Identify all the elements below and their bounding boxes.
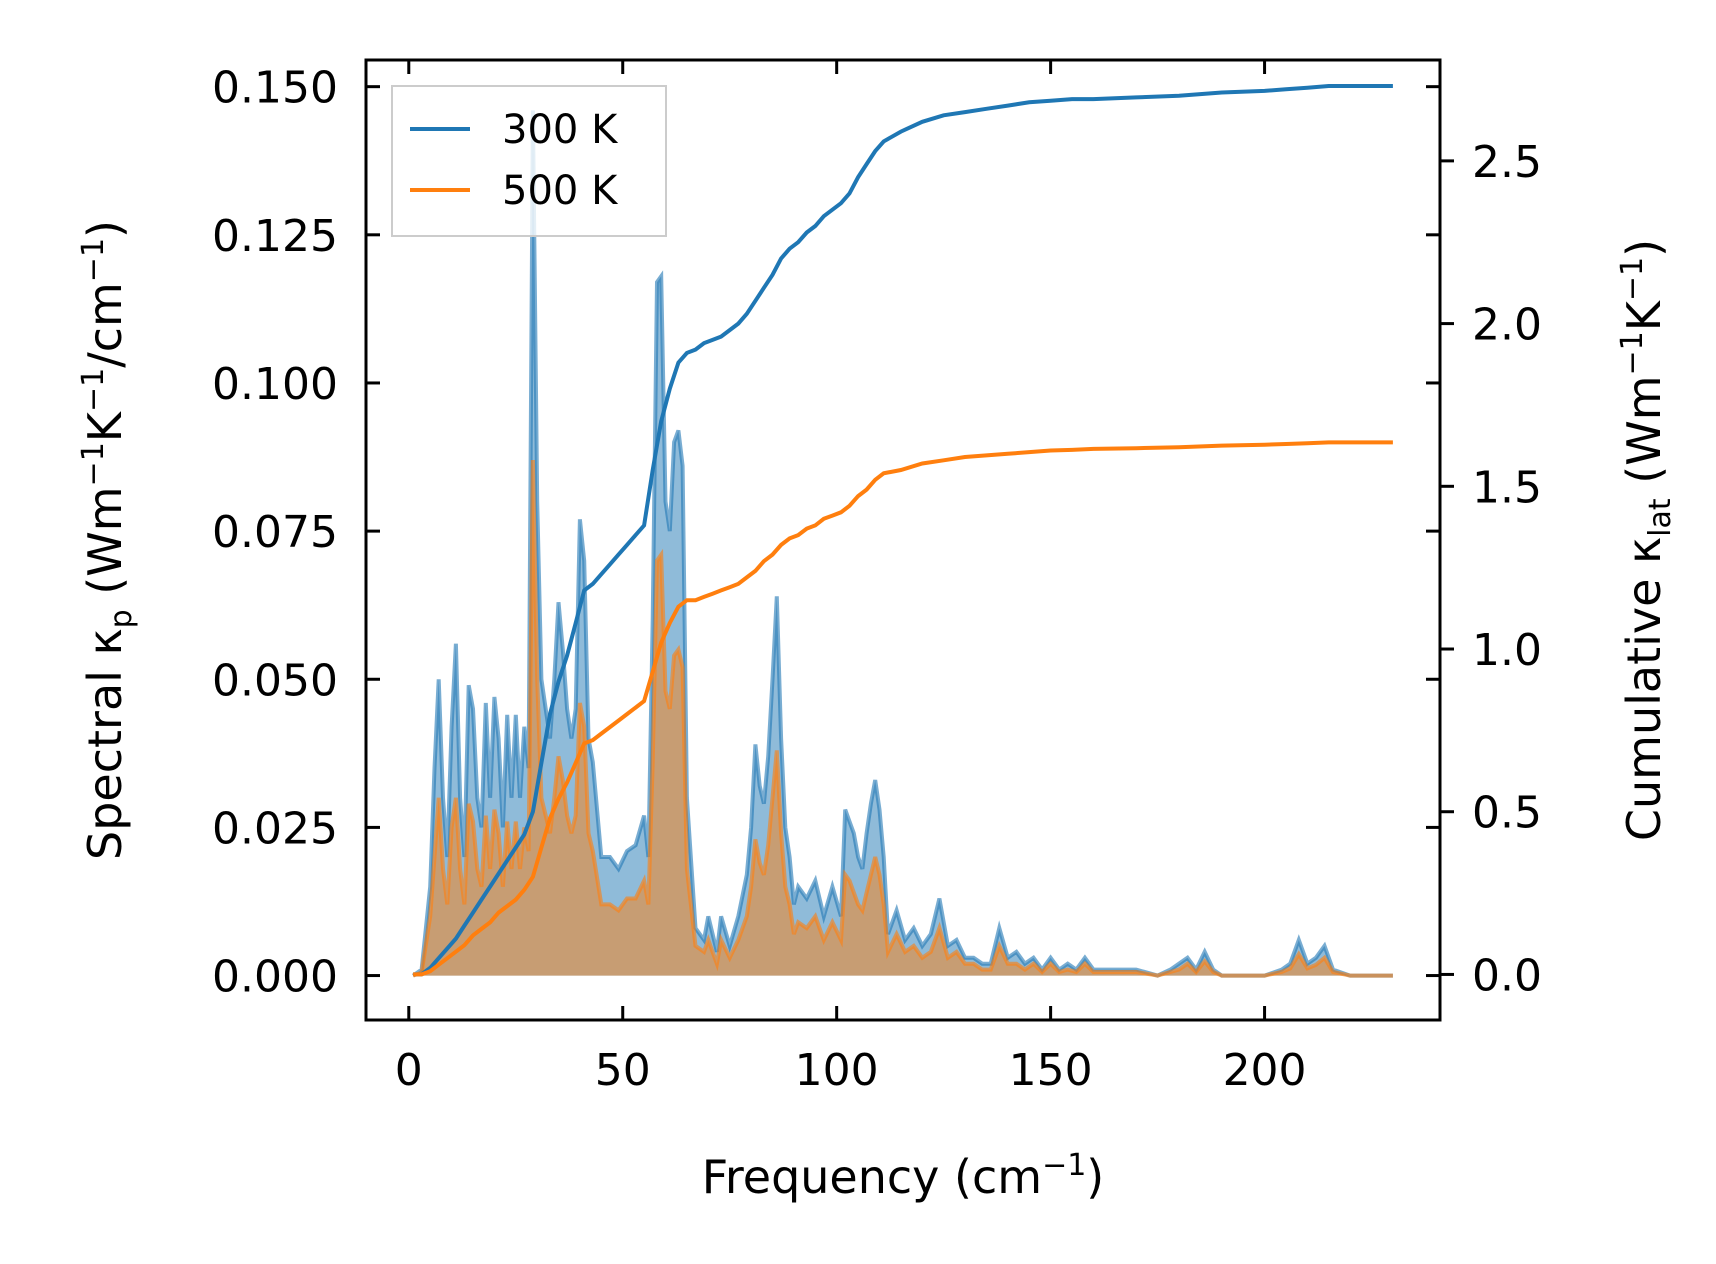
x-tick-label: 200 [1223,1045,1307,1096]
y-tick-label-right: 1.0 [1472,625,1542,676]
x-axis-title: Frequency (cm−1) [702,1148,1105,1204]
y-tick-label-right: 2.5 [1472,137,1542,188]
x-tick-label: 150 [1009,1045,1093,1096]
y-tick-label-left: 0.050 [212,655,338,706]
legend-label-500k: 500 K [502,168,619,214]
legend-label-300k: 300 K [502,107,619,153]
y-tick-label-left: 0.100 [212,359,338,410]
plot-area [411,84,1393,978]
cumulative-line-300k [413,84,1393,977]
y-tick-label-right: 0.5 [1472,788,1542,839]
spectral-line-500k [412,459,1393,978]
y-axis-title-right: Cumulative κlat (Wm−1K−1) [1615,239,1678,841]
y-tick-label-right: 2.0 [1472,300,1542,351]
legend-frame [391,85,667,237]
y-tick-label-right: 1.5 [1472,462,1542,513]
x-tick-label: 100 [795,1045,879,1096]
y-tick-label-left: 0.025 [212,803,338,854]
legend: 300 K 500 K [391,85,667,237]
y-axis-title-left: Spectral κp (Wm−1K−1/cm−1) [76,220,139,860]
axis-ticks: 0 50 100 150 200 0.000 0.025 0.050 0.075 0.100 0.1… [212,60,1542,1096]
y-tick-label-right: 0.0 [1472,950,1542,1001]
y-tick-label-left: 0.000 [212,952,338,1003]
x-tick-label: 0 [395,1045,423,1096]
cumulative-line-500k [413,440,1393,977]
x-tick-label: 50 [595,1045,651,1096]
plot-frame [364,58,1442,1022]
y-tick-label-left: 0.125 [212,211,338,262]
y-tick-label-left: 0.150 [212,63,338,114]
y-tick-label-left: 0.075 [212,507,338,558]
